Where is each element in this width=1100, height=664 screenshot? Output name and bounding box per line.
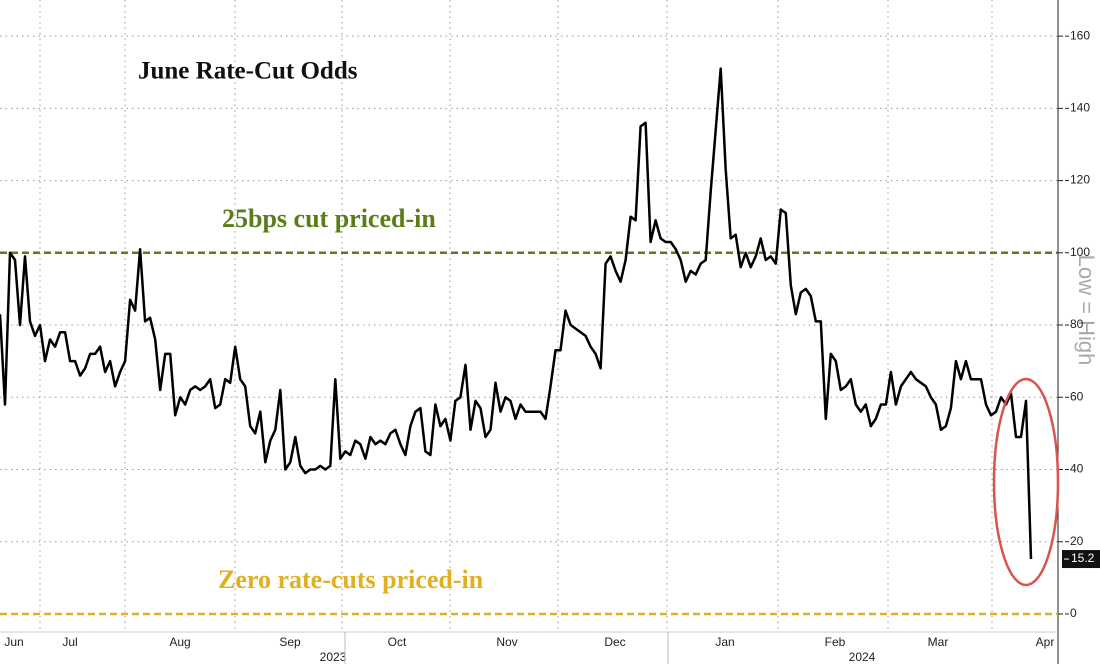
y-tick-label: 40 — [1070, 462, 1084, 476]
reference-label: Zero rate-cuts priced-in — [218, 565, 484, 594]
data-line — [0, 67, 1033, 560]
x-tick-label: Oct — [388, 635, 407, 649]
y-tick-label: 0 — [1070, 606, 1077, 620]
x-tick-label: Jun — [4, 635, 23, 649]
y-tick-label: 140 — [1070, 101, 1090, 115]
x-tick-label: Nov — [496, 635, 517, 649]
chart-title: June Rate-Cut Odds — [138, 58, 358, 85]
y-tick-label: 120 — [1070, 173, 1090, 187]
x-tick-label: Sep — [279, 635, 301, 649]
side-label: Low = High — [1074, 255, 1099, 366]
x-tick-label: Mar — [928, 635, 949, 649]
last-value-label: 15.2 — [1071, 551, 1095, 565]
reference-label: 25bps cut priced-in — [222, 204, 436, 233]
x-tick-label: Dec — [604, 635, 625, 649]
last-value-box — [1062, 550, 1100, 569]
year-label: 2024 — [849, 650, 876, 664]
y-tick-label: 80 — [1070, 317, 1084, 331]
y-tick-label: 60 — [1070, 389, 1084, 403]
y-tick-label: 100 — [1070, 245, 1090, 259]
y-tick-label: 20 — [1070, 534, 1084, 548]
x-tick-label: Feb — [825, 635, 846, 649]
year-label: 2023 — [320, 650, 347, 664]
highlight-ellipse — [992, 377, 1060, 587]
x-tick-label: Jul — [62, 635, 77, 649]
x-tick-label: Aug — [169, 635, 190, 649]
x-tick-label: Jan — [715, 635, 734, 649]
y-tick-label: 160 — [1070, 28, 1090, 42]
x-tick-label: Apr — [1036, 635, 1055, 649]
